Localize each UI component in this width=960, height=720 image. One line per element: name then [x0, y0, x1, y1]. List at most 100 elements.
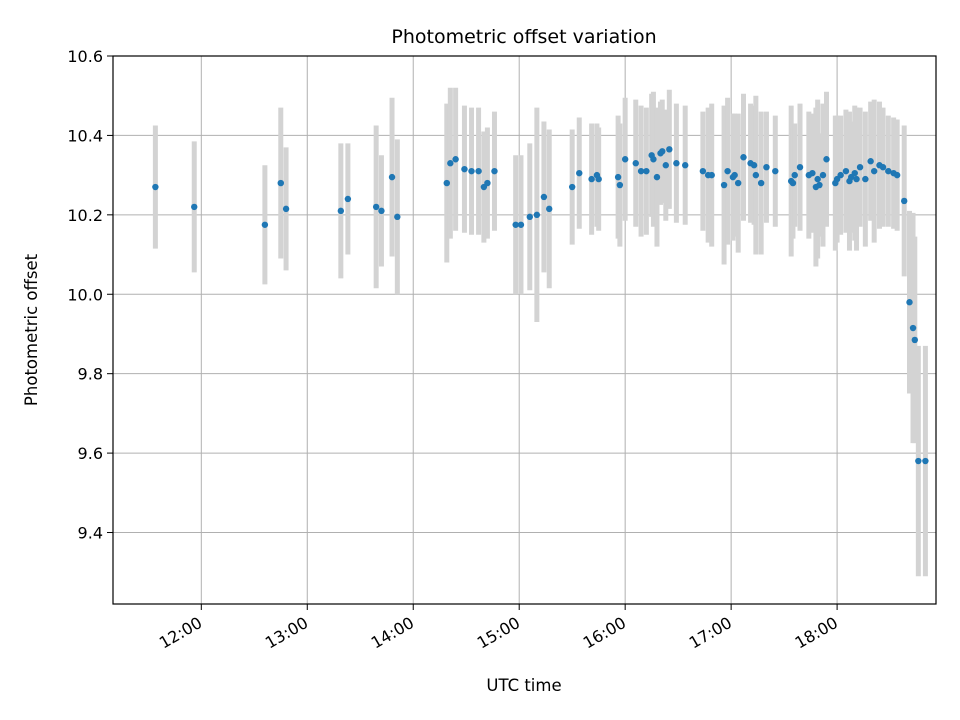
data-point	[662, 162, 669, 169]
data-point	[842, 167, 850, 175]
data-point	[447, 160, 454, 167]
x-axis-label: UTC time	[486, 676, 561, 695]
y-axis-label: Photometric offset	[22, 253, 41, 406]
data-point	[468, 167, 475, 175]
data-point	[814, 175, 821, 183]
data-point	[666, 146, 673, 153]
x-tick-label: 15:00	[474, 613, 523, 653]
data-point	[632, 160, 639, 167]
data-point	[526, 213, 533, 221]
data-point	[789, 179, 797, 187]
data-point	[809, 169, 816, 177]
data-point	[616, 181, 624, 189]
plot-frame	[112, 55, 937, 605]
data-point	[576, 169, 583, 177]
x-tick-label: 12:00	[156, 613, 205, 653]
data-point	[757, 179, 765, 187]
data-point	[796, 163, 804, 171]
data-point	[862, 175, 869, 183]
data-point	[708, 171, 715, 179]
data-point	[915, 457, 922, 465]
data-point	[546, 205, 553, 213]
data-point	[191, 203, 198, 211]
data-point	[261, 221, 269, 228]
data-point	[885, 167, 892, 175]
data-point	[378, 207, 385, 215]
data-point	[540, 193, 548, 201]
data-point	[870, 167, 878, 175]
data-point	[621, 156, 629, 163]
data-point	[461, 165, 468, 173]
data-point	[533, 211, 541, 219]
data-point	[337, 207, 345, 215]
data-point	[734, 179, 742, 187]
x-tick-label: 17:00	[686, 613, 735, 653]
data-point	[595, 175, 602, 183]
y-tick-label: 9.8	[78, 365, 103, 384]
data-point	[856, 163, 864, 171]
data-point	[853, 175, 860, 183]
y-tick-label: 10.2	[67, 206, 103, 225]
data-point	[752, 171, 760, 179]
chart-title: Photometric offset variation	[391, 26, 656, 48]
data-point	[750, 162, 758, 169]
data-point	[452, 156, 459, 163]
data-point	[893, 171, 901, 179]
y-tick-label: 10.4	[67, 126, 103, 145]
data-point	[614, 173, 622, 181]
data-points	[152, 146, 929, 465]
data-point	[791, 171, 798, 179]
y-axis: 9.4 9.6 9.8 10.0 10.2 10.4 10.6	[67, 47, 113, 543]
data-point	[372, 203, 380, 211]
data-point	[517, 221, 525, 228]
error-bars	[152, 87, 928, 577]
data-point	[851, 169, 858, 177]
data-point	[277, 179, 284, 187]
data-point	[388, 173, 396, 181]
data-point	[823, 156, 830, 163]
data-point	[731, 171, 738, 179]
data-point	[720, 181, 728, 189]
data-point	[637, 167, 645, 175]
y-tick-label: 10.6	[67, 47, 103, 66]
data-point	[650, 156, 657, 163]
data-point	[740, 154, 747, 161]
data-point	[394, 213, 401, 221]
data-point	[512, 221, 519, 228]
data-point	[867, 158, 874, 165]
data-point	[643, 167, 650, 175]
data-point	[282, 205, 290, 213]
data-point	[763, 163, 770, 171]
data-point	[653, 173, 661, 181]
data-point	[659, 148, 666, 155]
x-axis: 12:00 13:00 14:00 15:00 16:00 17:00 18:00	[156, 604, 841, 653]
data-point	[772, 167, 779, 175]
data-point	[443, 179, 450, 187]
data-point	[699, 167, 707, 175]
y-tick-label: 9.4	[78, 524, 103, 543]
data-point	[909, 324, 917, 332]
x-tick-label: 13:00	[262, 613, 311, 653]
data-point	[901, 197, 908, 205]
data-point	[816, 181, 823, 189]
data-point	[152, 183, 159, 191]
data-point	[491, 167, 498, 175]
data-point	[484, 179, 491, 187]
y-tick-label: 9.6	[78, 444, 103, 463]
data-point	[724, 167, 731, 175]
data-point	[682, 162, 689, 169]
data-point	[344, 195, 352, 203]
data-point	[588, 175, 595, 183]
data-point	[906, 299, 913, 306]
data-point	[911, 336, 919, 344]
data-point	[475, 167, 482, 175]
data-point	[922, 457, 929, 465]
x-tick-label: 16:00	[580, 613, 629, 653]
data-point	[837, 171, 844, 179]
data-point	[568, 183, 576, 191]
x-tick-label: 14:00	[368, 613, 417, 653]
data-point	[673, 160, 680, 167]
data-point	[819, 171, 827, 179]
data-point	[879, 163, 887, 171]
